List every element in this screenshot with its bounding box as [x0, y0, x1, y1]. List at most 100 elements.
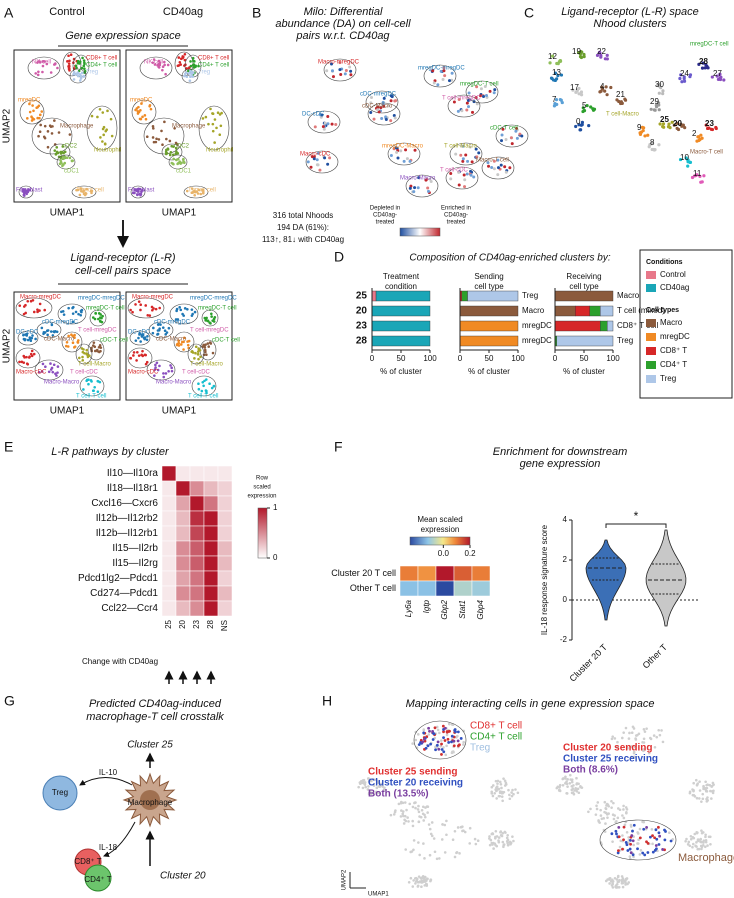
cell-dot [578, 128, 582, 132]
cluster-label: T cell-Macro [190, 362, 224, 368]
treg-icon [42, 775, 78, 811]
cell-dot [682, 77, 686, 81]
panel-letter: A [4, 5, 14, 21]
cell-dot [46, 145, 50, 149]
cell-dot [412, 879, 415, 882]
cell-dot [56, 371, 59, 374]
cell-dot [503, 779, 507, 783]
cell-dot [67, 65, 71, 69]
heatmap-cell [161, 585, 177, 602]
umap-box [125, 291, 233, 401]
cell-dot [496, 166, 500, 170]
cluster-outline [27, 56, 61, 80]
cell-dot [499, 782, 503, 786]
cell-dot [326, 162, 330, 166]
cell-dot [500, 795, 504, 798]
cell-dot [164, 333, 168, 336]
cell-dot [652, 734, 656, 737]
cluster-outline [449, 142, 483, 166]
cluster-outline [305, 150, 339, 174]
cell-dot [133, 188, 137, 191]
cell-dot [433, 850, 437, 854]
cell-dot [43, 136, 47, 140]
cell-dot [408, 802, 412, 806]
bar [589, 305, 601, 317]
bar [467, 290, 519, 302]
heatmap-cell [203, 585, 219, 602]
cell-dot [639, 130, 644, 134]
cell-dot [152, 140, 156, 144]
cluster-label: Macro-Macro [44, 380, 80, 386]
cell-dot [426, 744, 430, 748]
cell-dot [361, 786, 365, 790]
cluster-number: 29 [650, 97, 659, 106]
cell-dot [397, 802, 401, 806]
significance-bracket [605, 523, 667, 528]
cell-dot [145, 338, 149, 342]
cell-dot [190, 314, 194, 317]
axis-label: UMAP2 [2, 108, 13, 143]
cell-dot [691, 845, 694, 849]
cell-dot [550, 54, 555, 58]
cell-dot [645, 825, 648, 829]
cell-dot [440, 742, 443, 746]
cluster-label: T cell-cDC [182, 370, 211, 376]
cluster-number: 4 [600, 82, 605, 91]
cell-dot [722, 78, 726, 82]
cell-dot [686, 160, 690, 164]
bar [554, 290, 614, 302]
cell-dot [99, 313, 102, 316]
legend-text: CD40ag- [373, 213, 397, 219]
row-label: Pdcd1lg2—Pdcd1 [78, 573, 158, 584]
cell-dot [49, 71, 53, 74]
cluster-outline [367, 102, 401, 126]
cell-dot [162, 375, 166, 379]
cluster-number: 25 [660, 115, 669, 124]
panel-title: pairs w.r.t. CD40ag [295, 30, 390, 42]
cell-dot [197, 357, 200, 361]
cell-dot [646, 851, 650, 854]
cell-dot [328, 156, 332, 160]
cell-dot [409, 850, 413, 854]
cell-dot [652, 108, 656, 112]
cell-dot [617, 886, 621, 889]
cell-dot [425, 884, 429, 887]
cell-dot [438, 731, 441, 735]
cell-dot [615, 878, 619, 881]
cell-dot [595, 804, 598, 808]
category-label: 20 [356, 306, 368, 317]
cell-dot [97, 350, 101, 354]
cell-dot [45, 329, 49, 333]
cell-dot [412, 848, 415, 852]
cell-dot [30, 349, 34, 353]
cluster-outline [323, 58, 357, 82]
cell-dot [619, 101, 623, 106]
cluster-label: Macro-Macro [156, 380, 192, 386]
cell-dot [180, 340, 184, 344]
cell-dot [137, 336, 140, 340]
cell-dot [474, 147, 478, 151]
cluster-outline [127, 297, 165, 319]
colorbar-tick-label: 1 [273, 503, 278, 512]
bar [575, 305, 590, 317]
cell-dot [344, 68, 348, 72]
cell-dot [679, 122, 683, 126]
cell-dot [312, 157, 316, 161]
cell-dot [338, 68, 342, 72]
edge-label: IL-10 [99, 768, 118, 777]
cell-dot [392, 813, 396, 816]
cell-dot [638, 853, 642, 856]
cell-dot [442, 736, 445, 740]
cluster-outline [19, 99, 45, 125]
cell-dot [161, 326, 165, 329]
cell-dot [205, 389, 208, 393]
cell-dot [428, 729, 431, 733]
cell-dot [20, 360, 24, 364]
cluster-label: cDC1 [176, 169, 192, 175]
cell-dot [629, 839, 632, 842]
cell-dot [589, 807, 592, 811]
category-label: 25 [356, 291, 368, 302]
cell-dot [318, 168, 322, 172]
cell-dot [96, 115, 99, 119]
